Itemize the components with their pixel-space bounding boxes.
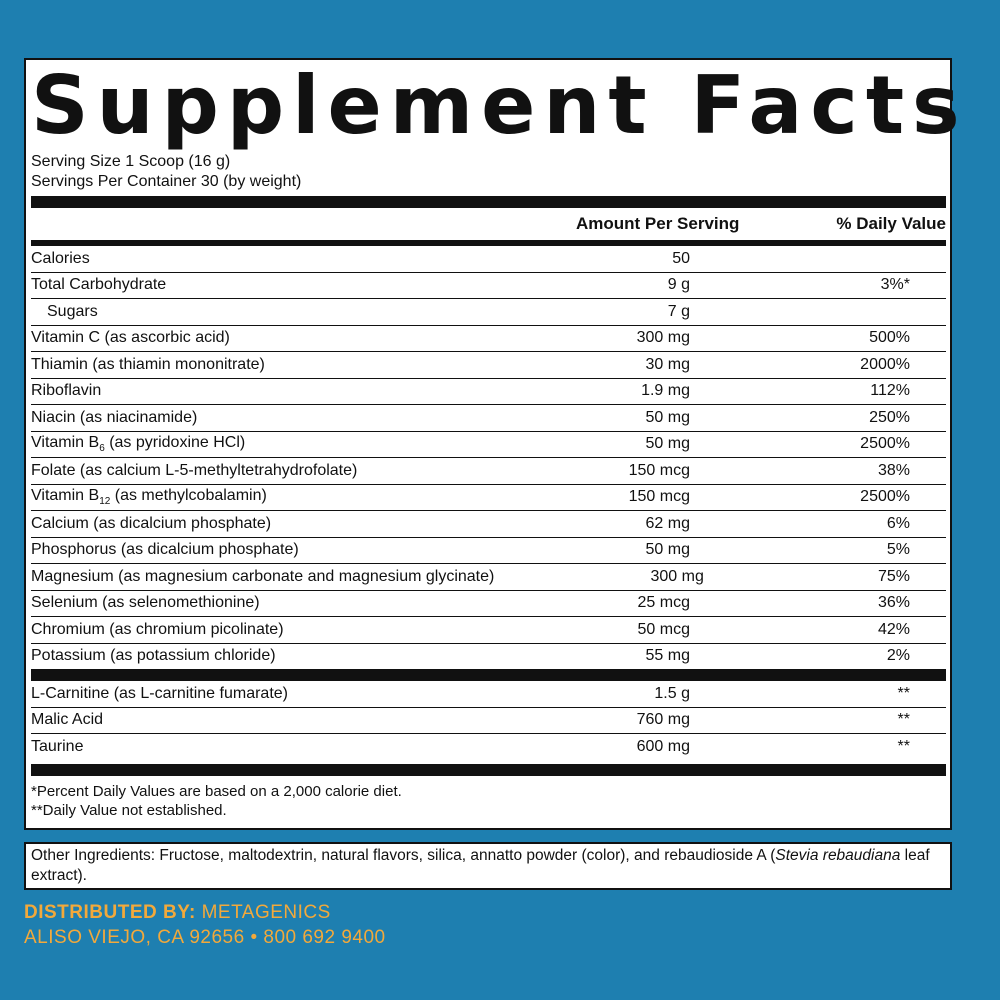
header-amount: Amount Per Serving — [576, 214, 740, 233]
table-row: Niacin (as niacinamide) 50 mg 250% — [31, 405, 946, 432]
divider-thick — [31, 763, 946, 776]
serving-size: Serving Size 1 Scoop (16 g) — [31, 153, 231, 170]
divider-thick — [31, 669, 946, 681]
servings-per-container: Servings Per Container 30 (by weight) — [31, 173, 302, 190]
table-row: Folate (as calcium L-5-methyltetrahydrof… — [31, 458, 946, 485]
table-row: Potassium (as potassium chloride) 55 mg 2% — [31, 647, 910, 665]
divider-thick — [31, 196, 946, 208]
distributor-info: DISTRIBUTED BY: METAGENICS ALISO VIEJO, … — [24, 900, 386, 950]
footnote-not-established: **Daily Value not established. — [31, 801, 227, 819]
footnote-daily-values: *Percent Daily Values are based on a 2,0… — [31, 782, 402, 800]
footnotes: *Percent Daily Values are based on a 2,0… — [31, 782, 950, 820]
table-header: Amount Per Serving % Daily Value — [31, 208, 946, 240]
distributor-label: DISTRIBUTED BY: — [24, 902, 196, 923]
table-row: Vitamin B12 (as methylcobalamin) 150 mcg 2… — [31, 485, 946, 511]
other-ingredients: Other Ingredients: Fructose, maltodextri… — [24, 842, 952, 890]
table-row: Selenium (as selenomethionine) 25 mcg 36% — [31, 591, 946, 617]
table-row: Magnesium (as magnesium carbonate and ma… — [31, 564, 946, 591]
table-row: Total Carbohydrate 9 g 3%* — [31, 273, 946, 299]
table-row: Calcium (as dicalcium phosphate) 62 mg 6% — [31, 511, 946, 538]
supplement-facts-panel: Supplement Facts Serving Size 1 Scoop (1… — [24, 58, 968, 830]
distributor-address: ALISO VIEJO, CA 92656 • 800 692 9400 — [24, 927, 386, 948]
table-row: Thiamin (as thiamin mononitrate) 30 mg 200… — [31, 352, 946, 379]
table-row: Taurine 600 mg ** — [31, 737, 910, 755]
other-nutrient-rows: L-Carnitine (as L-carnitine fumarate) 1.5… — [31, 681, 950, 760]
header-dv: % Daily Value — [836, 214, 946, 233]
table-row: Calories 50 — [31, 246, 946, 273]
panel-title: Supplement Facts — [31, 59, 968, 152]
table-row: Phosphorus (as dicalcium phosphate) 50 mg… — [31, 538, 946, 564]
nutrient-rows: Calories 50 Total Carbohydrate 9 g 3%* Suga… — [31, 246, 950, 669]
distributor-name: METAGENICS — [195, 902, 331, 923]
table-row: Sugars 7 g — [31, 299, 946, 326]
table-row: L-Carnitine (as L-carnitine fumarate) 1.5… — [31, 681, 946, 708]
table-row: Chromium (as chromium picolinate) 50 mcg 4… — [31, 617, 946, 644]
table-row: Riboflavin 1.9 mg 112% — [31, 379, 946, 405]
table-row: Vitamin B6 (as pyridoxine HCl) 50 mg 2500% — [31, 432, 946, 458]
divider-medium — [31, 240, 946, 246]
table-row: Malic Acid 760 mg ** — [31, 708, 946, 734]
table-row: Vitamin C (as ascorbic acid) 300 mg 500% — [31, 326, 946, 352]
